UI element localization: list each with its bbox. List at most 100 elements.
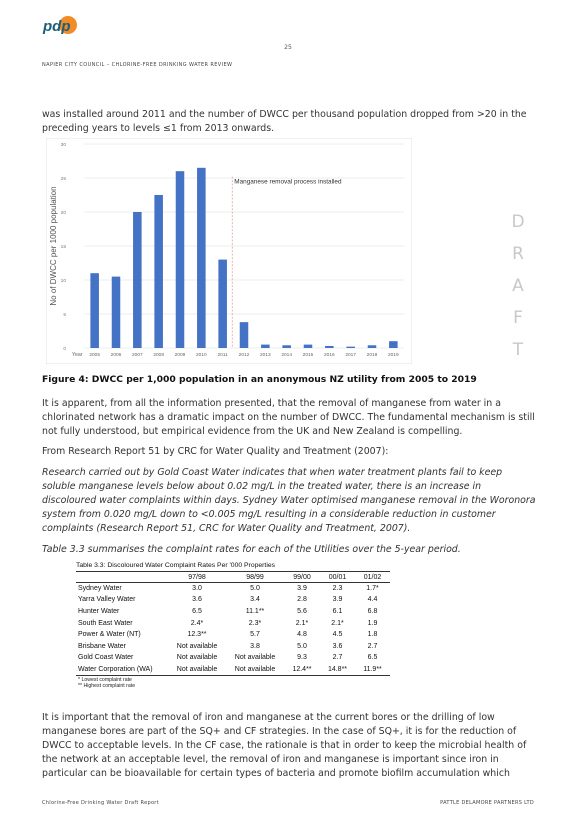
table-cell: 6.5 <box>367 654 378 662</box>
table-cell: 11.9** <box>355 663 390 676</box>
figure-caption: Figure 4: DWCC per 1,000 population in a… <box>42 374 477 385</box>
table-row-label: Yarra Valley Water <box>78 596 136 604</box>
column-header <box>76 571 168 583</box>
table-cell: 4.8 <box>297 631 307 639</box>
table-cell: 1.9 <box>367 619 378 627</box>
column-header: 99/00 <box>284 571 320 583</box>
table-cell: 5.0 <box>297 642 307 650</box>
pdp-logo: pdp <box>42 16 77 35</box>
x-tick-label: 2010 <box>196 352 207 358</box>
watermark-letter: D <box>511 212 525 232</box>
x-tick-label: 2009 <box>175 352 186 358</box>
footer-report-title: Chlorine-Free Drinking Water Draft Repor… <box>42 800 159 806</box>
complaint-rates-table: Table 3.3: Discoloured Water Complaint R… <box>76 562 390 690</box>
x-tick-label: 2019 <box>388 352 399 358</box>
table-cell: 6.5 <box>192 607 202 615</box>
table-row: Power & Water (NT) 12.3** 5.7 4.8 4.5 1.8 <box>76 629 390 641</box>
table-header-row: 97/98 98/99 99/00 00/01 01/02 <box>76 571 390 583</box>
x-tick-label: 2014 <box>281 352 292 358</box>
x-tick-label: 2016 <box>324 352 335 358</box>
bar-2008 <box>154 195 163 348</box>
table-cell: 4.4 <box>367 596 378 604</box>
table-cell: 12.3** <box>187 631 207 639</box>
table-note: ** Highest complaint rate <box>78 683 136 690</box>
table-row-label: Gold Coast Water <box>78 654 134 662</box>
y-axis-label: No of DWCC per 1000 population <box>49 186 58 305</box>
table-row-label: South East Water <box>78 619 133 627</box>
y-tick-label: 5 <box>63 312 66 318</box>
table-cell: 9.3 <box>297 654 307 662</box>
table-cell: 2.4* <box>190 619 204 627</box>
column-header: 97/98 <box>168 571 226 583</box>
table-intro: Table 3.3 summarises the complaint rates… <box>42 544 461 555</box>
table-row: Water Corporation (WA) Not available Not a… <box>76 663 390 676</box>
table-cell: 11.1** <box>245 607 265 615</box>
y-tick-label: 0 <box>63 346 66 352</box>
table-cell: 3.6 <box>192 596 202 604</box>
table-cell: 12.4** <box>284 663 320 676</box>
x-axis-label: Year <box>72 352 83 358</box>
bar-2005 <box>90 273 99 348</box>
logo-text: pdp <box>42 18 71 35</box>
bar-2006 <box>111 276 121 348</box>
x-tick-label: 2011 <box>218 352 229 358</box>
table-cell: 2.7 <box>367 642 378 650</box>
column-header: 00/01 <box>320 571 355 583</box>
table-cell: 2.3* <box>248 619 262 627</box>
x-tick-label: 2018 <box>367 352 378 358</box>
chart-frame <box>46 138 412 364</box>
intro-paragraph: was installed around 2011 and the number… <box>42 109 527 134</box>
y-tick-labels: 0 5 10 15 20 25 30 <box>61 142 67 352</box>
running-header: NAPIER CITY COUNCIL – CHLORINE-FREE DRIN… <box>42 62 233 68</box>
y-tick-label: 25 <box>61 176 67 182</box>
bar-2019 <box>389 341 398 348</box>
table-cell: 3.4 <box>250 596 260 604</box>
bar-2017 <box>346 346 355 348</box>
table-cell: 3.8 <box>250 642 260 650</box>
bar-2010 <box>197 167 206 348</box>
watermark-letter: T <box>512 340 524 360</box>
bar-2015 <box>303 344 313 348</box>
dwcc-bar-chart: 0 5 10 15 20 25 30 2005 2006 2007 2008 2009 2010 201… <box>46 138 412 364</box>
x-tick-label: 2006 <box>111 352 122 358</box>
body-paragraph-3: It is important that the removal of iron… <box>42 712 527 779</box>
table-cell: Not available <box>168 663 226 676</box>
x-tick-label: 2012 <box>239 352 250 358</box>
column-header: 01/02 <box>355 571 390 583</box>
x-tick-label: 2008 <box>153 352 164 358</box>
footer-company: PATTLE DELAMORE PARTNERS LTD <box>440 800 534 806</box>
bar-2013 <box>261 344 270 348</box>
table-cell: Not available <box>234 654 276 662</box>
chart-bars <box>90 167 398 348</box>
bar-2012 <box>239 322 249 348</box>
table-cell: 2.1* <box>295 619 309 627</box>
quote-paragraph: Research carried out by Gold Coast Water… <box>42 467 536 534</box>
x-tick-label: 2013 <box>260 352 271 358</box>
table-row: Brisbane Water Not available 3.8 5.0 3.6 2.7 <box>76 640 390 652</box>
x-tick-label: 2007 <box>132 352 143 358</box>
annotation-text: Manganese removal process installed <box>234 179 342 186</box>
table-row-label: Brisbane Water <box>78 642 126 650</box>
draft-watermark: D R A F T <box>511 212 525 372</box>
table-cell: Not available <box>176 642 218 650</box>
table-cell: 3.0 <box>192 585 202 593</box>
table-cell: 3.6 <box>332 642 343 650</box>
table-row: Yarra Valley Water 3.6 3.4 2.8 3.9 4.4 <box>76 594 390 606</box>
table-row: Sydney Water 3.0 5.0 3.9 2.3 1.7* <box>76 583 390 595</box>
table-row-label: Sydney Water <box>78 585 122 593</box>
table-row-label: Water Corporation (WA) <box>76 663 168 676</box>
x-tick-labels: 2005 2006 2007 2008 2009 2010 2011 2012 2013 2014… <box>89 352 399 358</box>
table-cell: 4.5 <box>332 631 343 639</box>
table-cell: 5.0 <box>250 585 260 593</box>
table-row: South East Water 2.4* 2.3* 2.1* 2.1* 1.9 <box>76 617 390 629</box>
table-cell: 6.8 <box>367 607 378 615</box>
page-number: 25 <box>284 44 292 51</box>
table-cell: Not available <box>226 663 284 676</box>
body-paragraph-1: It is apparent, from all the information… <box>42 398 535 437</box>
bar-2014 <box>282 345 291 348</box>
table-cell: 2.8 <box>297 596 307 604</box>
x-tick-label: 2015 <box>303 352 314 358</box>
table-notes: * Lowest complaint rate ** Highest compl… <box>76 677 390 690</box>
watermark-letter: R <box>512 244 524 264</box>
y-tick-label: 20 <box>61 210 67 216</box>
